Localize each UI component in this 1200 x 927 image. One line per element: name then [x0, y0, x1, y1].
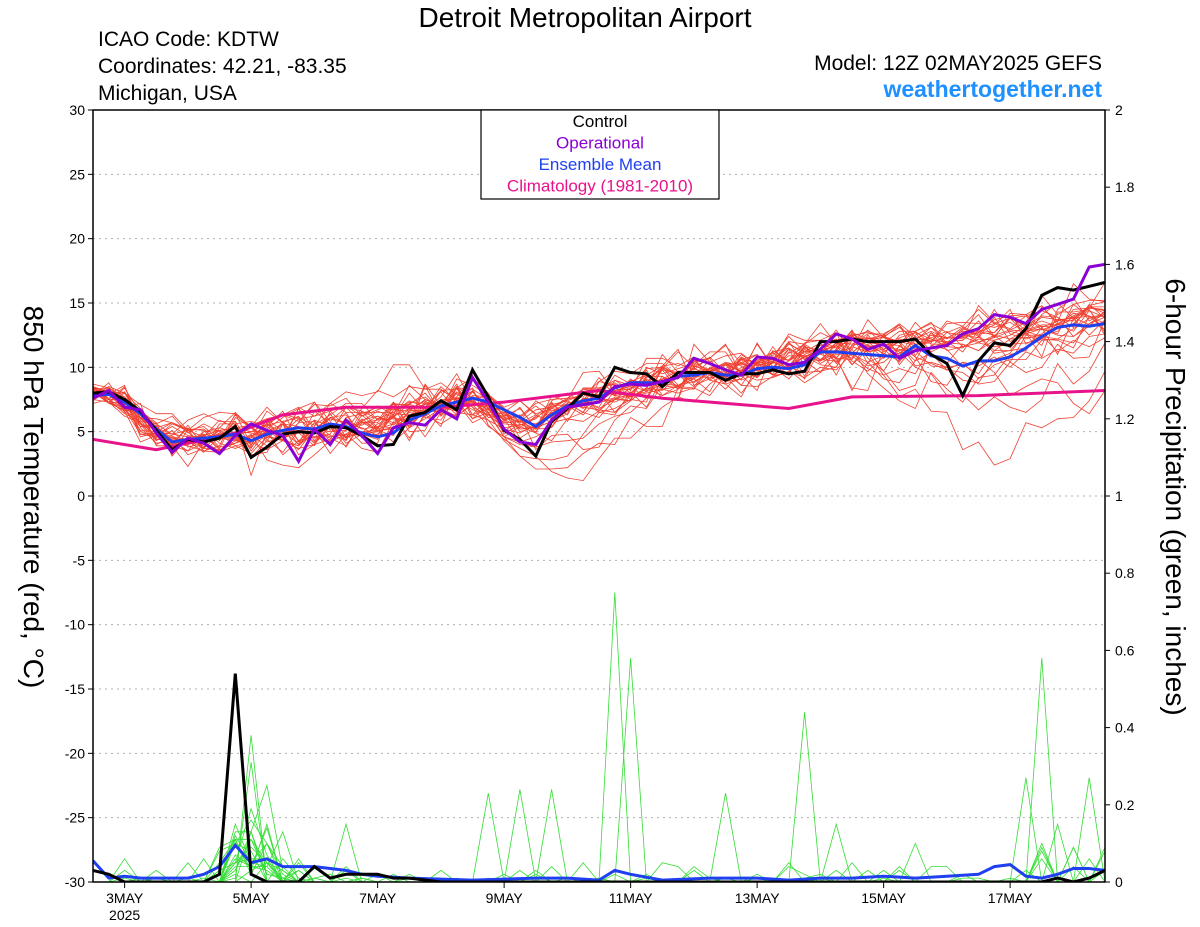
precip-member-spike — [535, 789, 568, 882]
x-tick-label: 15MAY — [861, 890, 907, 906]
climatology-line — [93, 388, 1105, 452]
precip-member-line — [93, 839, 1105, 882]
precip-member-spike — [234, 735, 268, 882]
y-tick-label-right: 0.4 — [1115, 720, 1135, 736]
precip-member-line — [93, 783, 1105, 882]
precip-member-spike — [614, 658, 647, 882]
y-tick-label-right: 0.8 — [1115, 565, 1135, 581]
precip-member-spike — [788, 712, 821, 882]
temp-member-line — [93, 315, 1105, 452]
y-tick-label-right: 1.8 — [1115, 179, 1135, 195]
precip-member-line — [93, 822, 1105, 882]
y-tick-label-left: 15 — [69, 295, 85, 311]
x-tick-label: 17MAY — [988, 890, 1034, 906]
precip-member-spike — [899, 842, 932, 882]
temp-member-line — [93, 306, 1105, 454]
precip-member-spike — [472, 793, 505, 882]
y-tick-label-left: -15 — [65, 681, 85, 697]
precip-member-spike — [1009, 777, 1043, 882]
legend-box — [480, 109, 720, 200]
legend-entry: Operational — [556, 134, 644, 153]
precip-member-spike — [1025, 658, 1058, 882]
temp-operational-line — [93, 262, 1105, 465]
y-tick-label-right: 0.2 — [1115, 797, 1135, 813]
precip-member-line — [93, 858, 1105, 882]
precip-member-line — [93, 866, 1105, 882]
icao-code: ICAO Code: KDTW — [98, 28, 279, 51]
precip-member-line — [93, 862, 1105, 882]
y-tick-label-left: 20 — [69, 231, 85, 247]
y-tick-label-right: 1.2 — [1115, 411, 1135, 427]
y-tick-label-left: -5 — [73, 552, 86, 568]
y-tick-label-left: 10 — [69, 359, 85, 375]
y-tick-label-left: -30 — [65, 874, 85, 890]
precip-member-spike — [1041, 822, 1074, 882]
precip-member-line — [93, 822, 1105, 882]
y-tick-label-left: -25 — [65, 810, 85, 826]
region: Michigan, USA — [98, 82, 237, 105]
precip-member-line — [93, 862, 1105, 882]
y-tick-label-right: 1.6 — [1115, 256, 1135, 272]
y-tick-label-right: 0 — [1115, 874, 1123, 890]
y-tick-label-left: -10 — [65, 617, 85, 633]
precip-member-spike — [329, 822, 363, 882]
y-tick-label-right: 0.6 — [1115, 642, 1135, 658]
x-tick-label: 7MAY — [359, 890, 397, 906]
legend-entry: Climatology (1981-2010) — [507, 177, 693, 196]
precip-member-spike — [503, 789, 537, 882]
precip-control-line — [93, 673, 1105, 882]
legend-entry: Ensemble Mean — [539, 155, 662, 174]
precip-member-spike — [820, 822, 853, 882]
y-tick-label-left: -20 — [65, 745, 85, 761]
temp-control-line — [93, 280, 1105, 460]
precip-member-line — [93, 762, 1105, 882]
x-tick-label: 3MAY — [106, 890, 144, 906]
model-run: Model: 12Z 02MAY2025 GEFS — [814, 52, 1102, 75]
precip-member-line — [93, 838, 1105, 882]
y-tick-label-left: 5 — [77, 424, 85, 440]
precip-member-spike — [598, 592, 631, 882]
precip-member-line — [93, 834, 1105, 882]
series-group — [93, 262, 1105, 882]
coordinates: Coordinates: 42.21, -83.35 — [98, 55, 347, 78]
precip-member-line — [93, 826, 1105, 882]
y-tick-label-left: 30 — [69, 102, 85, 118]
temp-member-line — [93, 281, 1105, 444]
y-tick-label-right: 1.4 — [1115, 334, 1135, 350]
y-tick-label-left: 0 — [77, 488, 85, 504]
x-tick-label: 13MAY — [735, 890, 781, 906]
x-tick-label: 5MAY — [233, 890, 271, 906]
precip-member-line — [93, 819, 1105, 882]
temp-member-line — [93, 319, 1105, 447]
y-tick-label-right: 2 — [1115, 102, 1123, 118]
y-tick-label-left: 25 — [69, 166, 85, 182]
site-link[interactable]: weathertogether.net — [883, 76, 1102, 102]
y-tick-label-right: 1 — [1115, 488, 1123, 504]
x-tick-label: 11MAY — [609, 890, 653, 906]
precip-member-spike — [709, 793, 742, 882]
x-tick-label: 9MAY — [486, 890, 524, 906]
legend-entry: Control — [573, 112, 628, 131]
precip-member-line — [93, 838, 1105, 882]
chart-title: Detroit Metropolitan Airport — [418, 2, 752, 33]
x-tick-sublabel: 2025 — [109, 907, 140, 923]
precip-member-spike — [1073, 777, 1105, 882]
temp-member-line — [93, 306, 1105, 448]
